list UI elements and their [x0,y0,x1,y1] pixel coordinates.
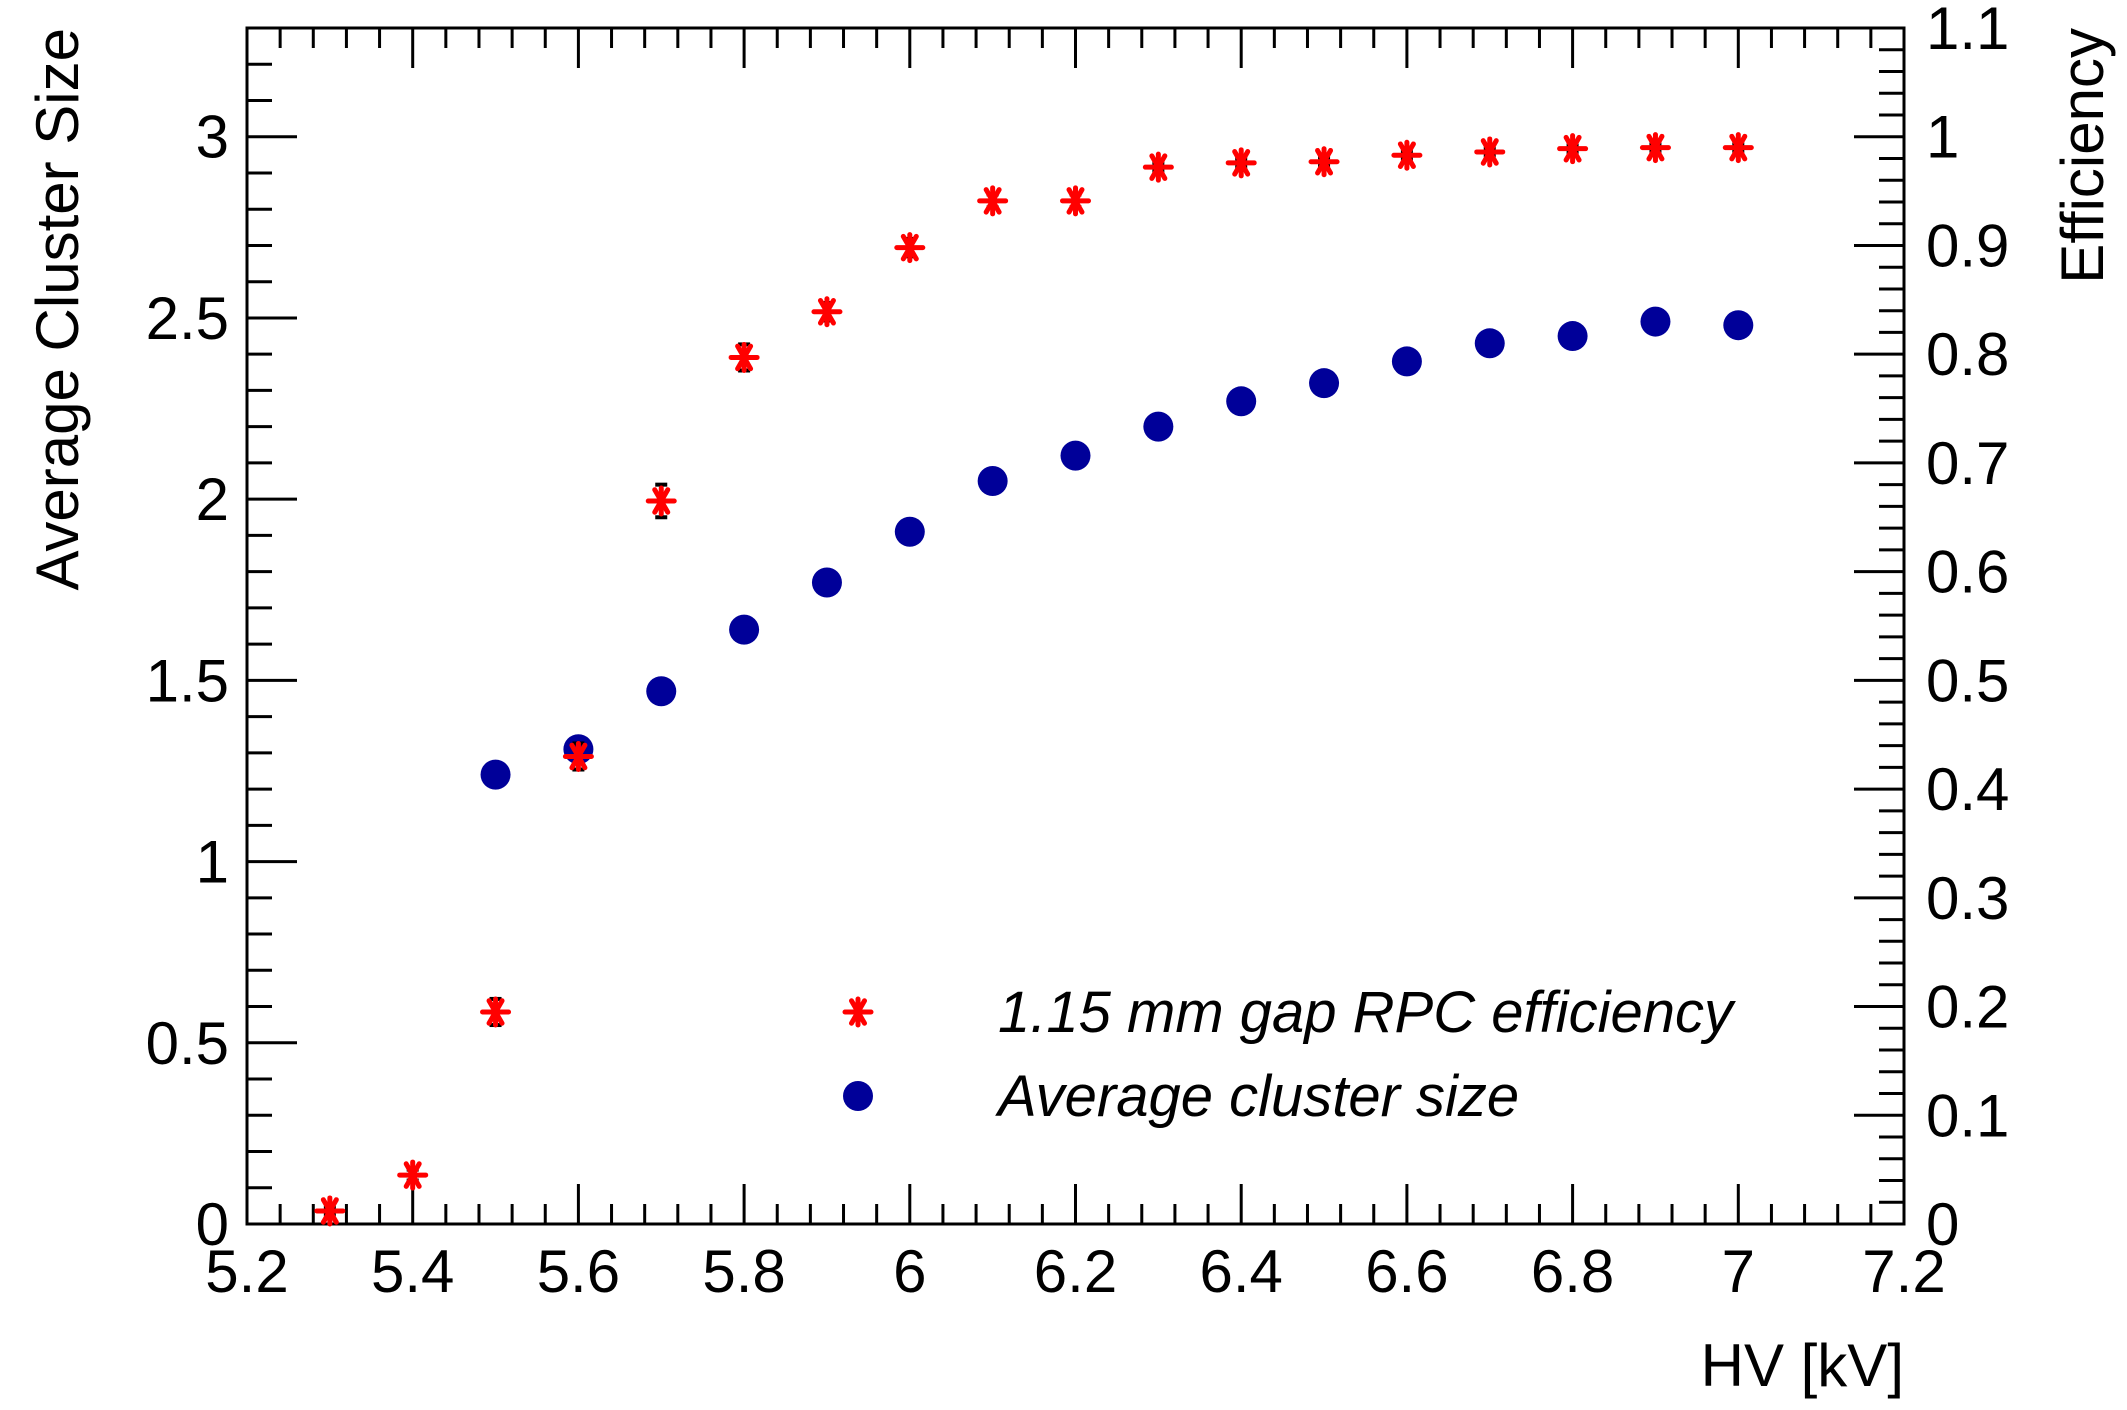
cluster-size-point [729,614,760,645]
cluster-size-point [894,516,925,547]
efficiency-point [1060,185,1091,217]
y2-tick-label: 0.7 [1926,430,2009,497]
x-tick-label: 5.6 [537,1238,620,1305]
x-tick-label: 7 [1722,1238,1755,1305]
cluster-size-point [1143,411,1174,442]
x-tick-label: 5.8 [702,1238,785,1305]
cluster-size-point [977,466,1008,497]
legend-efficiency-label: 1.15 mm gap RPC efficiency [998,980,1736,1045]
x-tick-label: 6 [893,1238,926,1305]
y2-tick-label: 0.5 [1926,647,2009,714]
cluster-size-point [646,676,677,707]
cluster-size-point [1723,310,1754,341]
series-group [314,132,1754,1227]
x-tick-label: 6.4 [1199,1238,1282,1305]
efficiency-point [728,341,760,373]
y-tick-label: 0.5 [146,1010,229,1077]
y-tick-label: 2 [196,466,229,533]
cluster-size-point [1309,368,1340,399]
efficiency-point [314,1195,346,1227]
x-tick-label: 7.2 [1862,1238,1945,1305]
cluster-size-point [1226,386,1257,417]
y-tick-label: 3 [196,104,229,171]
efficiency-point [1557,133,1589,165]
legend-cluster-marker [843,1081,873,1111]
cluster-size-point [1557,321,1588,352]
efficiency-point [1474,136,1506,168]
y-axis-title: Average Cluster Size [24,28,91,591]
cluster-size-point [1474,328,1505,359]
x-tick-label: 5.4 [371,1238,454,1305]
x-axis-title: HV [kV] [1701,1332,1904,1399]
efficiency-point [894,232,926,264]
y2-axis-title: Efficiency [2049,28,2116,284]
y2-tick-label: 0.2 [1926,974,2009,1041]
y2-tick-label: 0.4 [1926,756,2009,823]
efficiency-point [1142,151,1174,183]
cluster-size-point [1060,440,1091,471]
y-tick-label: 0 [196,1191,229,1258]
efficiency-point [480,996,512,1028]
ticks-group [245,26,1906,1226]
cluster-size-point [1640,306,1671,337]
efficiency-point [811,296,843,328]
y2-tick-label: 0.9 [1926,212,2009,279]
y2-tick-label: 1.1 [1926,0,2009,62]
efficiency-point [1225,147,1257,179]
cluster-size-point [1391,346,1422,377]
legend-efficiency-marker [842,996,874,1028]
efficiency-point [1722,132,1754,164]
efficiency-point [397,1159,429,1191]
y2-tick-label: 0.3 [1926,865,2009,932]
cluster-size-point [811,567,842,598]
y2-tick-label: 0.1 [1926,1082,2009,1149]
x-tick-label: 6.2 [1034,1238,1117,1305]
efficiency-point [977,185,1009,217]
x-tick-label: 6.8 [1531,1238,1614,1305]
cluster-size-point [480,759,511,790]
legend-cluster-label: Average cluster size [995,1064,1519,1129]
y-tick-label: 2.5 [146,285,229,352]
y2-tick-label: 0 [1926,1191,1959,1258]
y2-tick-label: 0.6 [1926,539,2009,606]
y-tick-label: 1 [196,829,229,896]
x-tick-label: 6.6 [1365,1238,1448,1305]
efficiency-point [645,485,677,517]
y2-tick-label: 1 [1926,104,1959,171]
efficiency-point [562,740,594,772]
tick-labels-group: 5.2 5.4 5.6 5.8 6 6.2 6.4 6.6 6.8 7 7.200.511.522.… [146,0,2010,1305]
efficiency-point [1639,132,1671,164]
efficiency-point [1391,139,1423,171]
x-tick-label: 5.2 [205,1238,288,1305]
efficiency-point [1308,146,1340,178]
legend: 1.15 mm gap RPC efficiency Average cluste… [842,980,1736,1129]
y-tick-label: 1.5 [146,647,229,714]
y2-tick-label: 0.8 [1926,321,2009,388]
